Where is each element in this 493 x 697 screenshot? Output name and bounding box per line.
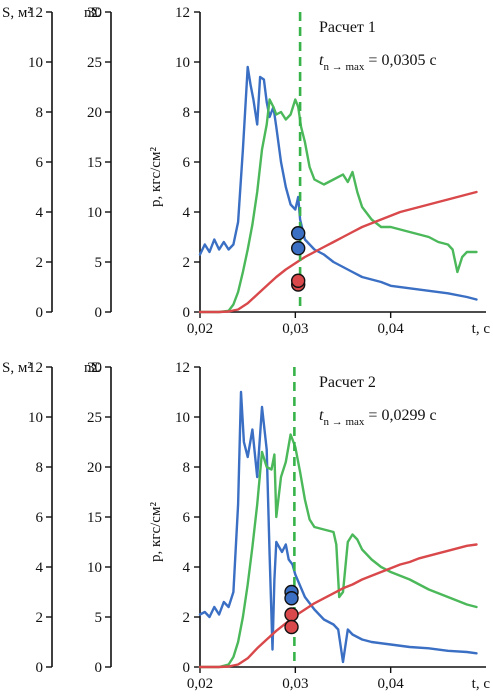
p-axis-tick-label: 2 <box>183 255 191 271</box>
annotation-formula: tn → max = 0,0305 с <box>319 52 437 73</box>
p-axis-tick-label: 0 <box>183 660 191 676</box>
s-axis-tick-label: 0 <box>36 660 44 676</box>
p-axis-tick-label: 4 <box>183 560 191 576</box>
s-axis-tick-label: 0 <box>36 305 44 321</box>
s-axis-title: S, м² <box>2 360 32 376</box>
s-axis-tick-label: 12 <box>28 5 43 21</box>
s-axis-tick-label: 10 <box>28 55 43 71</box>
p-axis-tick-label: 6 <box>183 155 191 171</box>
s-axis-tick-label: 8 <box>36 105 44 121</box>
n-axis-title: nΣ <box>84 5 100 21</box>
p-axis-tick-label: 10 <box>175 410 190 426</box>
series-line-red <box>198 543 478 669</box>
t-axis-tick-label: 0,03 <box>282 321 308 337</box>
marker-blue <box>290 226 306 241</box>
t-axis-title: t, с <box>472 321 491 337</box>
n-axis-tick-label: 5 <box>95 610 103 626</box>
s-axis-tick-label: 6 <box>36 510 44 526</box>
t-axis-tick-label: 0,03 <box>282 676 308 692</box>
annotation-title: Расчет 1 <box>319 19 376 36</box>
n-axis-tick-label: 30 <box>87 5 102 21</box>
p-axis-tick-label: 8 <box>183 460 191 476</box>
s-axis-tick-label: 12 <box>28 360 43 376</box>
series-line-blue <box>198 65 478 301</box>
annotation-formula: tn → max = 0,0299 с <box>319 407 437 428</box>
n-axis-tick-label: 0 <box>95 305 103 321</box>
s-axis-tick-label: 4 <box>36 560 44 576</box>
annotation-value: 0,0299 с <box>381 407 436 424</box>
n-axis-tick-label: 10 <box>87 560 102 576</box>
p-axis-title: p, кгс/см² <box>148 502 164 562</box>
series-line-green <box>198 98 478 314</box>
p-axis-tick-label: 12 <box>175 360 190 376</box>
s-axis-tick-label: 2 <box>36 255 44 271</box>
marker-blue <box>284 591 299 606</box>
s-axis-tick-label: 2 <box>36 610 44 626</box>
n-axis-title: nΣ <box>84 360 100 376</box>
n-axis-tick-label: 10 <box>87 205 102 221</box>
n-axis-tick-label: 20 <box>87 105 102 121</box>
n-axis-tick-label: 15 <box>87 510 102 526</box>
p-axis-tick-label: 0 <box>183 305 191 321</box>
p-axis-title: p, кгс/см² <box>148 147 164 207</box>
p-axis-tick-label: 8 <box>183 105 191 121</box>
n-axis-tick-label: 15 <box>87 155 102 171</box>
n-axis-tick-label: 30 <box>87 360 102 376</box>
p-axis-tick-label: 6 <box>183 510 191 526</box>
s-axis-tick-label: 10 <box>28 410 43 426</box>
p-axis-tick-label: 2 <box>183 610 191 626</box>
marker-red <box>284 619 299 635</box>
s-axis-tick-label: 8 <box>36 460 44 476</box>
s-axis-tick-label: 6 <box>36 155 44 171</box>
marker-red <box>284 607 299 622</box>
annotation-value: 0,0305 с <box>381 52 436 69</box>
marker-red <box>290 273 306 288</box>
t-axis-tick-label: 0,04 <box>378 321 405 337</box>
n-axis-tick-label: 5 <box>95 255 103 271</box>
p-axis-tick-label: 4 <box>183 205 191 221</box>
t-axis-title: t, с <box>472 676 491 692</box>
t-axis-tick-label: 0,02 <box>187 676 213 692</box>
series-line-blue <box>198 390 478 664</box>
s-axis-title: S, м² <box>2 5 32 21</box>
n-axis-tick-label: 0 <box>95 660 103 676</box>
t-axis-tick-label: 0,02 <box>187 321 213 337</box>
p-axis-tick-label: 10 <box>175 55 190 71</box>
s-axis-tick-label: 4 <box>36 205 44 221</box>
n-axis-tick-label: 25 <box>87 410 102 426</box>
series-line-red <box>198 190 478 314</box>
n-axis-tick-label: 20 <box>87 460 102 476</box>
n-axis-tick-label: 25 <box>87 55 102 71</box>
series-line-green <box>198 433 478 669</box>
marker-blue <box>290 241 306 256</box>
t-axis-tick-label: 0,04 <box>378 676 405 692</box>
p-axis-tick-label: 12 <box>175 5 190 21</box>
annotation-title: Расчет 2 <box>319 374 376 391</box>
